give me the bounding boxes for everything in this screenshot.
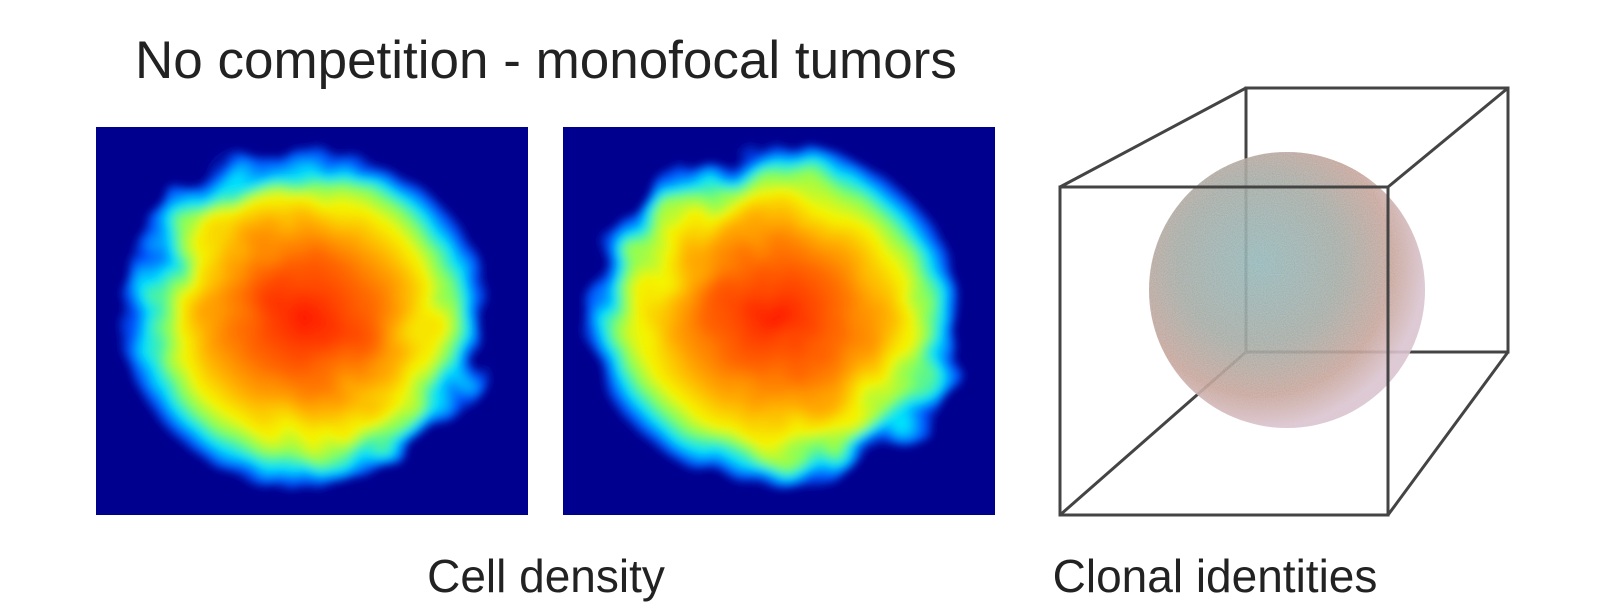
density-map: [563, 127, 995, 515]
panel-label: Cell density: [427, 550, 665, 602]
title: No competition - monofocal tumors: [135, 31, 957, 90]
density-map: [96, 127, 528, 515]
panel-label: Clonal identities: [1053, 550, 1378, 602]
cube-front: [1058, 185, 1390, 517]
clone-sphere: [1149, 152, 1425, 428]
